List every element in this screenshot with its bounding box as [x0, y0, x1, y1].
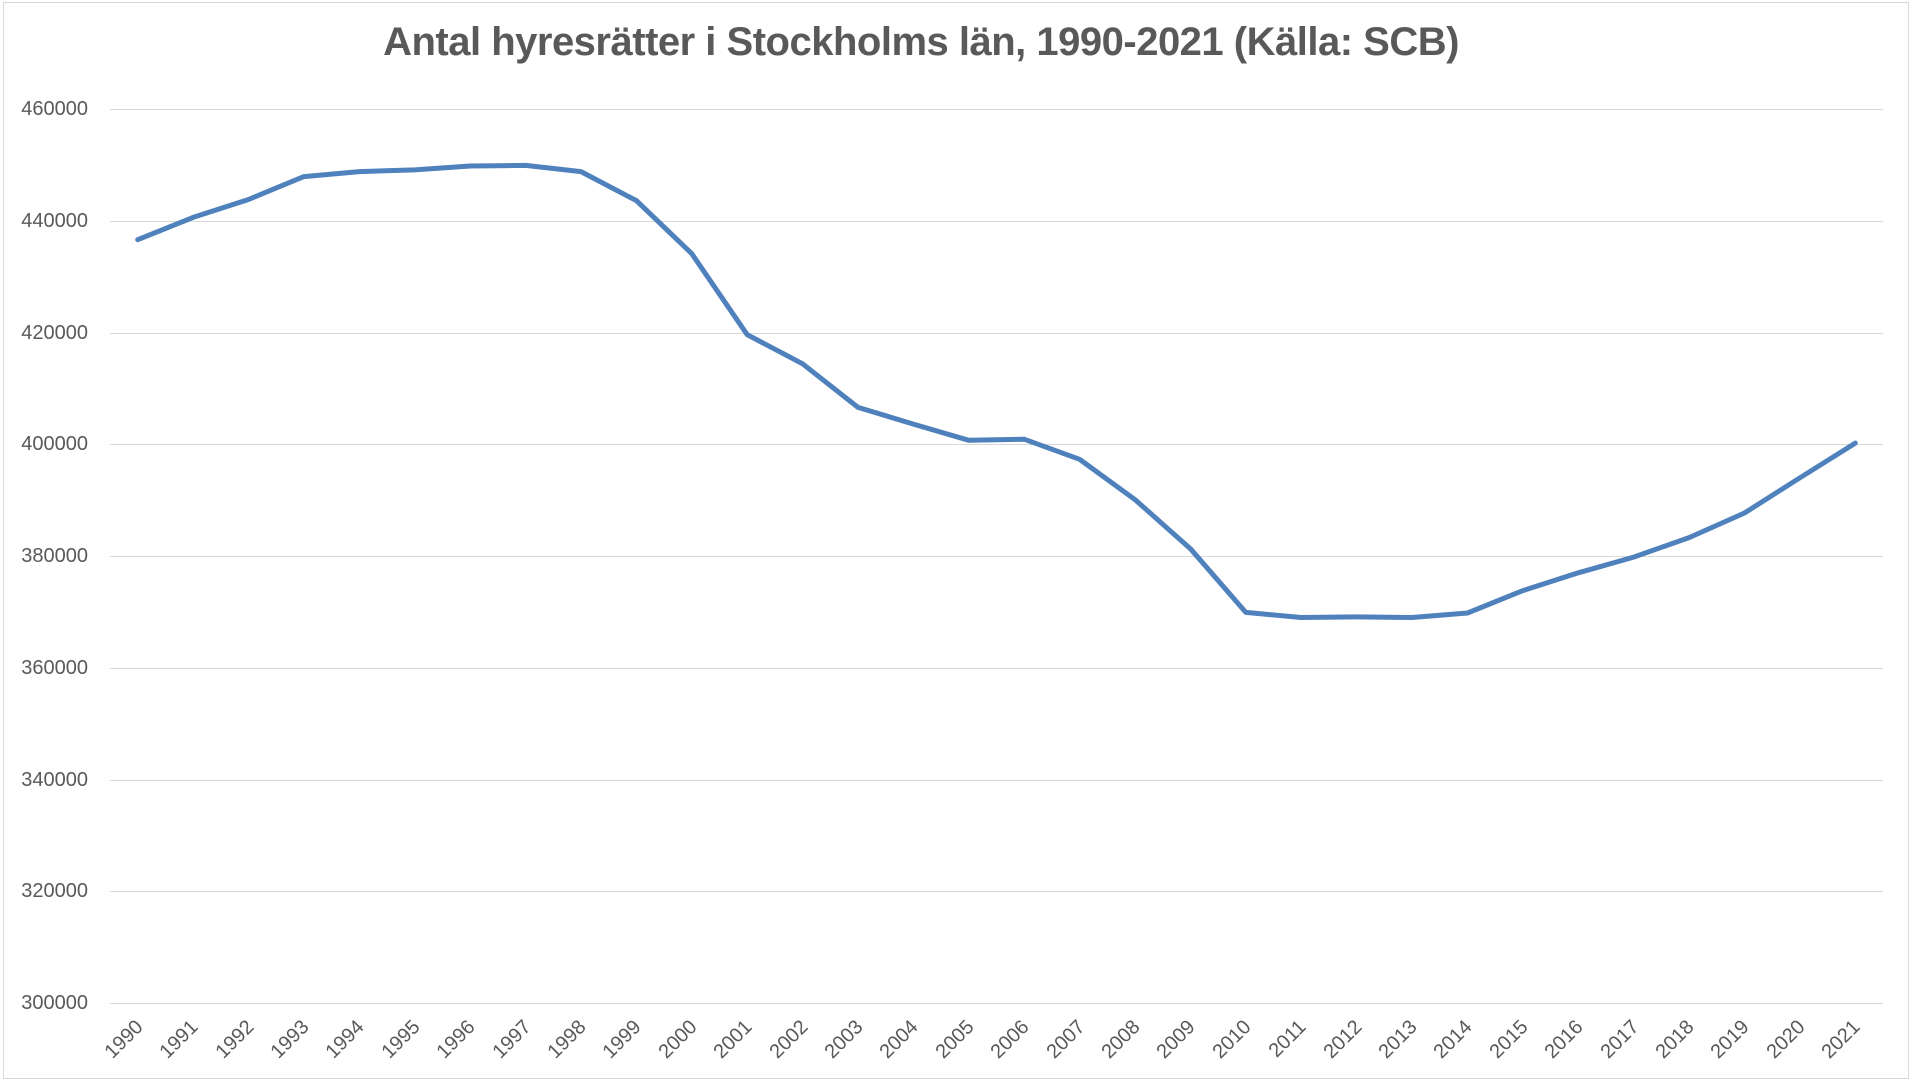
- chart-title: Antal hyresrätter i Stockholms län, 1990…: [383, 20, 1459, 64]
- gridline: [110, 556, 1883, 557]
- gridline: [110, 668, 1883, 669]
- y-axis-tick-label: 440000: [21, 210, 88, 232]
- gridline: [110, 221, 1883, 222]
- gridline: [110, 780, 1883, 781]
- gridline: [110, 109, 1883, 110]
- y-axis-tick-label: 300000: [21, 992, 88, 1014]
- y-axis-tick-label: 460000: [21, 98, 88, 120]
- y-axis-tick-label: 340000: [21, 769, 88, 791]
- gridline: [110, 891, 1883, 892]
- gridline: [110, 444, 1883, 445]
- y-axis-tick-label: 400000: [21, 433, 88, 455]
- gridline: [110, 333, 1883, 334]
- y-axis-tick-label: 380000: [21, 545, 88, 567]
- series-line: [135, 162, 1858, 620]
- y-axis-tick-label: 320000: [21, 880, 88, 902]
- y-axis-tick-label: 420000: [21, 322, 88, 344]
- gridline: [110, 1003, 1883, 1004]
- y-axis-tick-label: 360000: [21, 657, 88, 679]
